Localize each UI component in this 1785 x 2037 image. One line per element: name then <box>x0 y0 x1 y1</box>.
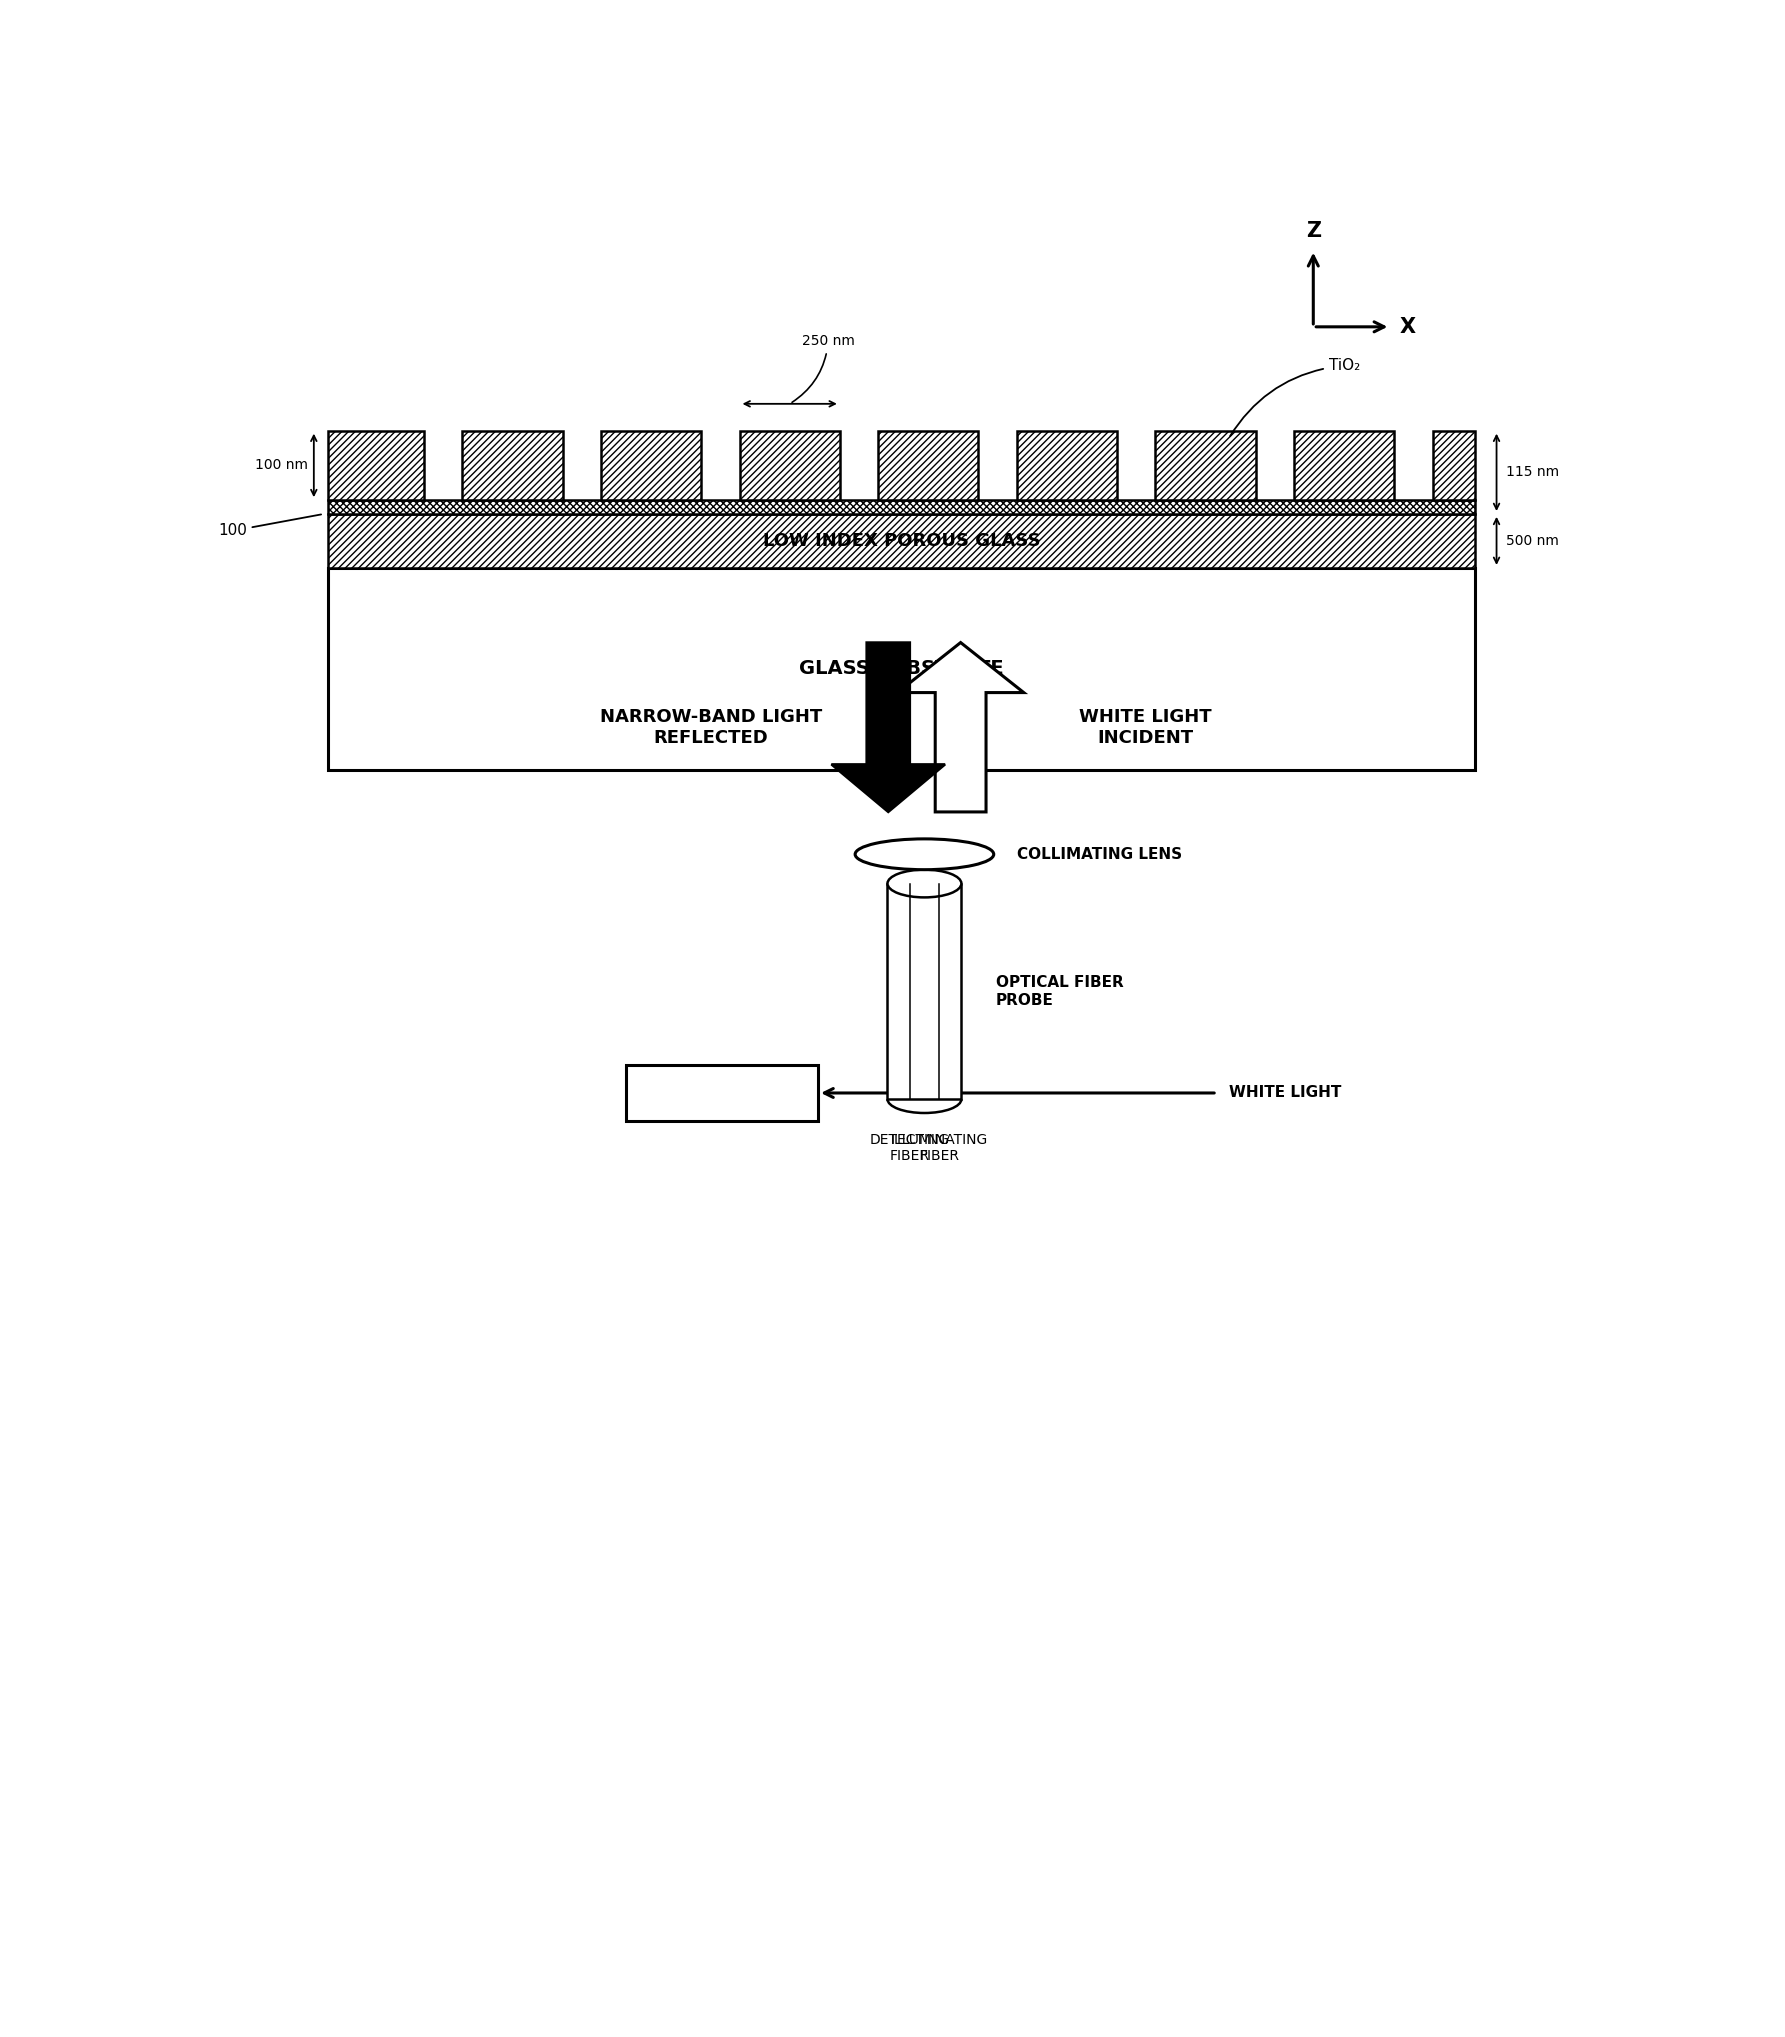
Bar <box>462 430 562 499</box>
Polygon shape <box>832 642 944 813</box>
Ellipse shape <box>887 870 962 898</box>
Bar <box>1155 430 1255 499</box>
Bar <box>328 513 1474 568</box>
Bar <box>328 499 1474 513</box>
Bar <box>462 430 562 499</box>
Bar <box>602 430 702 499</box>
Text: 115 nm: 115 nm <box>1507 464 1558 479</box>
Text: ILLUMINATING
FIBER: ILLUMINATING FIBER <box>891 1133 987 1163</box>
Bar <box>328 499 1474 513</box>
Text: X: X <box>1399 318 1416 336</box>
Text: COLLIMATING LENS: COLLIMATING LENS <box>1017 847 1182 862</box>
Bar <box>1433 430 1474 499</box>
Bar <box>328 568 1474 770</box>
Text: 250 nm: 250 nm <box>793 334 855 403</box>
Bar <box>328 513 1474 568</box>
Bar <box>328 430 425 499</box>
Ellipse shape <box>855 839 994 870</box>
Bar <box>1155 430 1255 499</box>
Bar <box>1017 430 1117 499</box>
Bar <box>602 430 702 499</box>
Text: NARROW-BAND LIGHT
REFLECTED: NARROW-BAND LIGHT REFLECTED <box>600 707 823 748</box>
Text: Z: Z <box>1305 220 1321 240</box>
Bar <box>1017 430 1117 499</box>
Text: 500 nm: 500 nm <box>1507 534 1558 548</box>
Text: LOW INDEX POROUS GLASS: LOW INDEX POROUS GLASS <box>762 532 1041 550</box>
Bar <box>739 430 839 499</box>
Text: 100: 100 <box>218 515 321 538</box>
Bar <box>887 884 962 1100</box>
Bar <box>1294 430 1394 499</box>
Text: SPECTROMETER: SPECTROMETER <box>653 1086 791 1100</box>
Bar <box>627 1065 818 1120</box>
Text: 100 nm: 100 nm <box>255 458 307 473</box>
Bar <box>878 430 978 499</box>
Bar <box>328 430 425 499</box>
Bar <box>878 430 978 499</box>
Bar <box>1433 430 1474 499</box>
Text: WHITE LIGHT: WHITE LIGHT <box>1228 1086 1341 1100</box>
Text: WHITE LIGHT
INCIDENT: WHITE LIGHT INCIDENT <box>1080 707 1212 748</box>
Polygon shape <box>898 642 1025 813</box>
Bar <box>739 430 839 499</box>
Text: GLASS SUBSTRATE: GLASS SUBSTRATE <box>800 660 1003 678</box>
Text: OPTICAL FIBER
PROBE: OPTICAL FIBER PROBE <box>996 976 1125 1008</box>
Bar <box>1294 430 1394 499</box>
Text: TiO₂: TiO₂ <box>1230 359 1360 436</box>
Text: DETECTING
FIBER: DETECTING FIBER <box>869 1133 950 1163</box>
